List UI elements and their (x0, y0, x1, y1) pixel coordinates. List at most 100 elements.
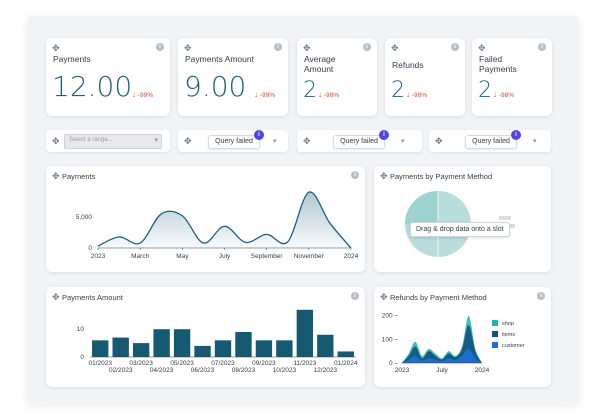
chevron-down-icon[interactable]: ▾ (533, 138, 537, 145)
x-tick-label: 05/2023 (170, 360, 194, 367)
panel-title: Payments by Payment Method (390, 172, 493, 181)
kpi-card-payments-amount[interactable]: ✥ i Payments Amount 9.00 ↓ -99% (178, 38, 288, 116)
legend-label: items (502, 332, 515, 338)
chevron-down-icon[interactable]: ▾ (401, 138, 405, 145)
drop-hint-tooltip: Drag & drop data onto a slot (410, 222, 510, 237)
kpi-delta-value: -99% (259, 92, 275, 99)
bar[interactable] (235, 332, 252, 357)
range-select[interactable]: Select a range... ▾ (64, 134, 162, 149)
drag-handle-icon[interactable]: ✥ (52, 171, 60, 181)
panel-title: Payments (62, 172, 96, 181)
x-tick-label: 03/2023 (129, 360, 153, 367)
arrow-down-icon: ↓ (493, 90, 497, 99)
y-tick-label: 10 (77, 326, 85, 333)
bar[interactable] (112, 337, 129, 357)
bar[interactable] (255, 340, 273, 357)
bar[interactable] (153, 329, 170, 357)
kpi-delta-value: -99% (137, 92, 153, 99)
kpi-card-failed-payments[interactable]: ✥ i Failed Payments 2 ↓ -98% (472, 38, 552, 116)
info-icon[interactable]: i (537, 292, 545, 300)
bar[interactable] (317, 334, 334, 357)
filter-query-2: ✥ Query failed i ▾ (297, 130, 422, 152)
query-failed-button[interactable]: Query failed (333, 135, 385, 149)
info-icon[interactable]: i (363, 43, 371, 51)
bar[interactable] (92, 340, 109, 357)
bar[interactable] (214, 340, 232, 357)
kpi-delta: ↓ -98% (406, 90, 427, 99)
bar[interactable] (132, 343, 150, 357)
x-tick-label: 2023 (91, 253, 106, 260)
bar[interactable] (276, 340, 293, 357)
kpi-delta: ↓ -98% (318, 90, 339, 99)
drag-handle-icon[interactable]: ✥ (380, 292, 388, 302)
kpi-delta-value: -98% (498, 92, 514, 99)
bar[interactable] (296, 309, 314, 357)
arrow-down-icon: ↓ (406, 90, 410, 99)
kpi-title: Refunds (392, 60, 424, 70)
x-tick-label: July (436, 367, 448, 374)
legend-ghost (499, 216, 511, 220)
x-tick-label: 09/2023 (252, 360, 276, 367)
kpi-title: Average Amount (304, 54, 336, 74)
arrow-down-icon: ↓ (132, 90, 136, 99)
bar[interactable] (337, 351, 354, 357)
kpi-title: Payments Amount (185, 54, 254, 64)
drag-handle-icon[interactable]: ✥ (52, 292, 60, 302)
x-tick-label: 2024 (344, 253, 359, 260)
legend-swatch (492, 342, 498, 348)
drag-handle-icon[interactable]: ✥ (435, 136, 443, 146)
drag-handle-icon[interactable]: ✥ (391, 43, 399, 53)
kpi-value: 2 (303, 78, 317, 103)
kpi-card-average-amount[interactable]: ✥ i Average Amount 2 ↓ -98% (297, 38, 377, 116)
query-failed-badge[interactable]: i (254, 130, 264, 140)
x-tick-label: 12/2023 (314, 367, 338, 374)
y-tick-label: 0 (80, 354, 84, 361)
kpi-card-payments[interactable]: ✥ i Payments 12.00 ↓ -99% (46, 38, 170, 116)
x-tick-label: 04/2023 (150, 367, 174, 374)
drag-handle-icon[interactable]: ✥ (380, 171, 388, 181)
query-failed-button[interactable]: Query failed (208, 135, 260, 149)
kpi-value: 2 (391, 78, 405, 103)
drag-handle-icon[interactable]: ✥ (478, 43, 486, 53)
x-tick-label: September (251, 253, 284, 260)
payments-line (97, 191, 352, 249)
filter-range: ✥ Select a range... ▾ (46, 130, 170, 152)
payments-chart-panel: ✥ i Payments 0 5,000 2023 March May July Septe… (46, 166, 365, 272)
refund-area-items (402, 325, 482, 363)
legend-swatch (492, 320, 498, 326)
drag-handle-icon[interactable]: ✥ (184, 43, 192, 53)
kpi-delta-value: -98% (411, 92, 427, 99)
bar[interactable] (173, 329, 191, 357)
bar[interactable] (194, 345, 211, 357)
info-icon[interactable]: i (156, 43, 164, 51)
kpi-value: 2 (478, 78, 492, 103)
drag-handle-icon[interactable]: ✥ (303, 136, 311, 146)
drag-handle-icon[interactable]: ✥ (52, 43, 60, 53)
kpi-title: Failed Payments (479, 54, 517, 74)
x-tick-label: 01/2023 (88, 360, 112, 367)
payments-area-chart: 0 5,000 2023 March May July September November 2… (76, 191, 359, 260)
info-icon[interactable]: i (538, 43, 546, 51)
payments-area (98, 191, 351, 248)
drag-handle-icon[interactable]: ✥ (303, 43, 311, 53)
kpi-value: 12.00 (52, 70, 133, 103)
filter-query-3: ✥ Query failed i ▾ (429, 130, 551, 152)
info-icon[interactable]: i (274, 43, 282, 51)
filter-query-1: ✥ Query failed i ▾ (178, 130, 288, 152)
info-icon[interactable]: i (451, 43, 459, 51)
info-icon[interactable]: i (351, 171, 359, 179)
chevron-down-icon[interactable]: ▾ (273, 138, 277, 145)
query-failed-badge[interactable]: i (379, 130, 389, 140)
refunds-by-method-panel: ✥ i Refunds by Payment Method 0 ‒ 100 ‒ 20… (374, 287, 551, 387)
drag-handle-icon[interactable]: ✥ (52, 136, 60, 146)
query-failed-button[interactable]: Query failed (465, 135, 517, 149)
drag-handle-icon[interactable]: ✥ (184, 136, 192, 146)
query-failed-badge[interactable]: i (511, 130, 521, 140)
kpi-card-refunds[interactable]: ✥ i Refunds 2 ↓ -98% (385, 38, 465, 116)
y-tick-label: 0 ‒ (389, 360, 398, 367)
x-tick-label: 10/2023 (273, 367, 297, 374)
kpi-title: Payments (53, 54, 91, 64)
x-tick-label: 08/2023 (232, 367, 256, 374)
kpi-delta: ↓ -99% (254, 90, 275, 99)
info-icon[interactable]: i (351, 292, 359, 300)
